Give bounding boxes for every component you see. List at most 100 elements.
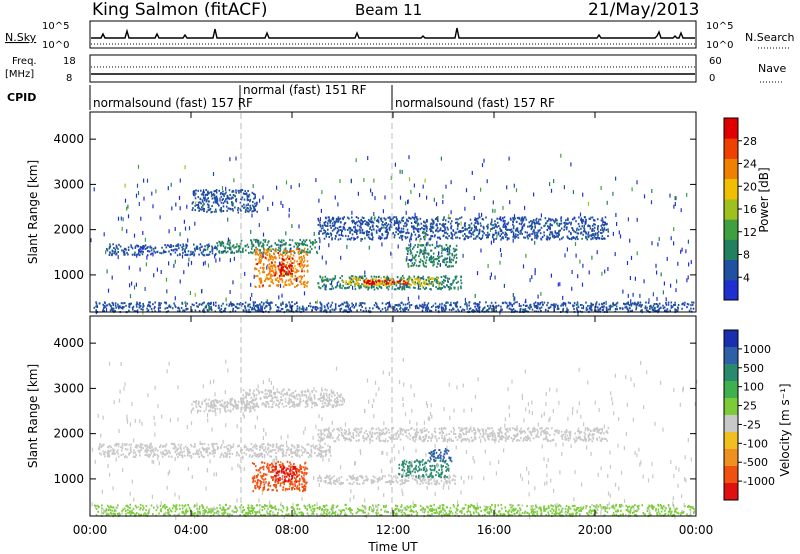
cpid-segment-0: normalsound (fast) 157 RF <box>93 96 253 110</box>
heatmap-cell <box>408 177 411 182</box>
heatmap-cell <box>248 449 250 452</box>
heatmap-cell <box>288 265 290 268</box>
heatmap-cell <box>291 443 293 446</box>
heatmap-cell <box>341 287 343 290</box>
heatmap-cell <box>325 233 327 236</box>
heatmap-cell <box>555 218 557 221</box>
heatmap-cell <box>288 243 291 246</box>
heatmap-cell <box>129 303 131 306</box>
heatmap-cell <box>244 192 247 195</box>
heatmap-cell <box>436 279 438 281</box>
heatmap-cell <box>263 483 266 486</box>
heatmap-cell <box>415 305 417 310</box>
heatmap-cell <box>466 235 468 238</box>
heatmap-cell <box>303 291 306 296</box>
heatmap-cell <box>332 277 334 280</box>
heatmap-cell <box>219 208 221 211</box>
heatmap-cell <box>317 282 319 285</box>
heatmap-cell <box>393 221 396 224</box>
heatmap-cell <box>634 276 636 281</box>
heatmap-cell <box>351 221 354 224</box>
heatmap-cell <box>276 306 279 309</box>
heatmap-cell <box>287 448 289 451</box>
heatmap-cell <box>417 246 419 249</box>
heatmap-cell <box>157 449 159 452</box>
heatmap-cell <box>211 443 213 446</box>
heatmap-cell <box>446 226 449 229</box>
heatmap-cell <box>372 221 375 224</box>
heatmap-cell <box>467 237 469 239</box>
heatmap-cell <box>405 232 407 235</box>
heatmap-cell <box>296 260 298 263</box>
heatmap-cell <box>385 303 387 306</box>
heatmap-cell <box>447 248 449 253</box>
heatmap-cell <box>656 296 658 301</box>
heatmap-cell <box>240 190 242 193</box>
heatmap-cell <box>399 286 402 289</box>
heatmap-cell <box>598 237 600 240</box>
heatmap-cell <box>365 280 367 283</box>
heatmap-cell <box>475 219 477 222</box>
heatmap-cell <box>274 242 277 245</box>
heatmap-cell <box>432 259 435 262</box>
heatmap-cell <box>367 309 370 312</box>
heatmap-cell <box>256 253 259 256</box>
heatmap-cell <box>134 451 137 454</box>
heatmap-cell <box>430 235 432 237</box>
heatmap-cell <box>562 236 564 239</box>
heatmap-cell <box>503 283 505 288</box>
heatmap-cell <box>488 233 491 236</box>
heatmap-cell <box>289 250 291 253</box>
heatmap-cell <box>367 236 370 239</box>
heatmap-cell <box>439 238 442 240</box>
heatmap-cell <box>246 195 249 198</box>
heatmap-cell <box>413 183 415 188</box>
heatmap-cell <box>322 232 324 235</box>
heatmap-cell <box>250 443 253 446</box>
heatmap-cell <box>425 259 428 262</box>
heatmap-cell <box>565 302 567 307</box>
heatmap-cell <box>546 238 548 241</box>
heatmap-cell <box>400 279 403 281</box>
heatmap-cell <box>372 236 374 239</box>
heatmap-cell <box>171 442 174 445</box>
heatmap-cell <box>263 302 265 305</box>
heatmap-cell <box>278 239 280 242</box>
heatmap-cell <box>436 287 439 290</box>
heatmap-cell <box>410 232 412 237</box>
heatmap-cell <box>456 228 459 231</box>
heatmap-cell <box>548 233 551 236</box>
heatmap-cell <box>627 303 629 305</box>
heatmap-cell <box>441 305 443 310</box>
heatmap-cell <box>566 309 568 314</box>
heatmap-cell <box>433 263 435 266</box>
heatmap-cell <box>389 228 391 231</box>
heatmap-cell <box>254 475 256 478</box>
heatmap-cell <box>665 309 667 312</box>
heatmap-cell <box>445 264 447 267</box>
heatmap-cell <box>588 270 590 275</box>
heatmap-cell <box>362 310 365 313</box>
heatmap-cell <box>426 225 428 228</box>
heatmap-cell <box>289 260 292 263</box>
heatmap-cell <box>226 202 229 205</box>
heatmap-cell <box>355 216 358 219</box>
heatmap-cell <box>397 280 399 283</box>
heatmap-cell <box>260 454 263 457</box>
heatmap-cell <box>201 199 204 202</box>
heatmap-cell <box>368 245 370 250</box>
heatmap-cell <box>291 275 294 278</box>
heatmap-cell <box>406 278 409 281</box>
heatmap-cell <box>252 449 254 452</box>
heatmap-cell <box>504 231 507 234</box>
heatmap-cell <box>406 218 408 221</box>
heatmap-cell <box>555 219 558 222</box>
heatmap-cell <box>633 301 636 304</box>
heatmap-cell <box>344 228 346 231</box>
heatmap-cell <box>504 233 506 236</box>
heatmap-cell <box>274 449 276 452</box>
heatmap-cell <box>257 455 260 458</box>
heatmap-cell <box>342 226 344 231</box>
heatmap-cell <box>200 245 203 248</box>
heatmap-cell <box>522 308 524 311</box>
